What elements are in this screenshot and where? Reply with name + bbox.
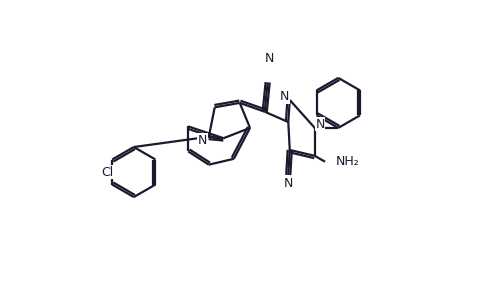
Text: Cl: Cl <box>101 165 114 178</box>
Text: N: N <box>265 52 274 65</box>
Text: N: N <box>198 134 207 147</box>
Text: N: N <box>315 118 325 131</box>
Text: NH₂: NH₂ <box>336 155 359 168</box>
Text: N: N <box>280 90 289 103</box>
Text: N: N <box>284 177 293 190</box>
